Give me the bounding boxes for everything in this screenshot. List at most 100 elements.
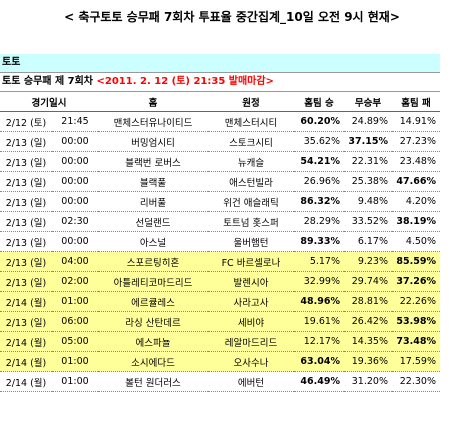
time: 02:30 (52, 211, 98, 232)
vote-rate: 22.31% (344, 151, 392, 172)
home-team: 블랙번 로버스 (98, 151, 208, 172)
column-header: 무승부 (344, 92, 392, 112)
away-team: 애스턴빌라 (208, 171, 294, 192)
home-team: 아틀레티코마드리드 (98, 271, 208, 292)
table-row: 2/14 (월) 05:00 에스파뇰 레알마드리드 12.17% 14.35% 73.48… (0, 331, 440, 352)
date: 2/13 (일) (0, 231, 52, 252)
vote-rate: 14.35% (344, 331, 392, 352)
vote-rate: 37.15% (344, 131, 392, 152)
away-team: 세비야 (208, 311, 294, 332)
vote-rate: 26.96% (294, 171, 344, 192)
vote-rate: 17.59% (392, 351, 440, 372)
column-header: 홈팀 승 (294, 92, 344, 112)
home-team: 버밍엄시티 (98, 131, 208, 152)
vote-rate: 22.26% (392, 291, 440, 312)
table-row: 2/14 (월) 01:00 에르큘레스 사라고사 48.96% 28.81% 22.26% (0, 291, 440, 312)
home-team: 에르큘레스 (98, 291, 208, 312)
vote-rate: 19.61% (294, 311, 344, 332)
vote-rate: 33.52% (344, 211, 392, 232)
time: 00:00 (52, 131, 98, 152)
time: 01:00 (52, 351, 98, 372)
vote-rate: 4.20% (392, 191, 440, 212)
vote-rate: 47.66% (392, 171, 440, 192)
home-team: 블랙풀 (98, 171, 208, 192)
away-team: 토트넘 홋스퍼 (208, 211, 294, 232)
vote-rate: 32.99% (294, 271, 344, 292)
away-team: FC 바르셀로나 (208, 251, 294, 272)
sheet: 토토 토토 승무패 제 7회차 <2011. 2. 12 (토) 21:35 발… (0, 54, 440, 392)
date: 2/14 (월) (0, 331, 52, 352)
vote-rate: 63.04% (294, 351, 344, 372)
home-team: 아스널 (98, 231, 208, 252)
time: 01:00 (52, 371, 98, 392)
vote-rate: 9.48% (344, 191, 392, 212)
away-team: 맨체스터시티 (208, 111, 294, 132)
table-row: 2/13 (일) 04:00 스포르팅히혼 FC 바르셀로나 5.17% 9.23% 85.… (0, 251, 440, 272)
section-bar: 토토 (0, 54, 440, 73)
time: 00:00 (52, 231, 98, 252)
column-header: 홈 (98, 92, 208, 112)
away-team: 울버햄턴 (208, 231, 294, 252)
away-team: 에버턴 (208, 371, 294, 392)
vote-rate: 73.48% (392, 331, 440, 352)
time: 02:00 (52, 271, 98, 292)
time: 21:45 (52, 111, 98, 132)
date: 2/13 (일) (0, 311, 52, 332)
round-label: 토토 승무패 제 7회차 (2, 76, 94, 87)
header-row: 경기일시 홈 원정 홈팀 승 무승부 홈팀 패 (0, 92, 440, 112)
deadline: <2011. 2. 12 (토) 21:35 발매마감> (96, 76, 274, 87)
vote-rate: 48.96% (294, 291, 344, 312)
date: 2/13 (일) (0, 251, 52, 272)
home-team: 리버풀 (98, 191, 208, 212)
date: 2/14 (월) (0, 371, 52, 392)
table-row: 2/14 (월) 01:00 소시에다드 오사수나 63.04% 19.36% 17.59% (0, 351, 440, 372)
date: 2/13 (일) (0, 171, 52, 192)
time: 06:00 (52, 311, 98, 332)
vote-rate: 9.23% (344, 251, 392, 272)
vote-rate: 28.29% (294, 211, 344, 232)
vote-rate: 6.17% (344, 231, 392, 252)
home-team: 라싱 산탄데르 (98, 311, 208, 332)
vote-rate: 24.89% (344, 111, 392, 132)
column-header: 홈팀 패 (392, 92, 440, 112)
vote-rate: 35.62% (294, 131, 344, 152)
vote-rate: 31.20% (344, 371, 392, 392)
vote-rate: 23.48% (392, 151, 440, 172)
away-team: 뉴캐슬 (208, 151, 294, 172)
table-row: 2/13 (일) 00:00 아스널 울버햄턴 89.33% 6.17% 4.50% (0, 231, 440, 252)
away-team: 위건 애슬래틱 (208, 191, 294, 212)
time: 05:00 (52, 331, 98, 352)
table-row: 2/13 (일) 00:00 버밍엄시티 스토크시티 35.62% 37.15% 27.23… (0, 131, 440, 152)
time: 04:00 (52, 251, 98, 272)
vote-rate: 60.20% (294, 111, 344, 132)
home-team: 스포르팅히혼 (98, 251, 208, 272)
date: 2/13 (일) (0, 151, 52, 172)
home-team: 볼턴 원더러스 (98, 371, 208, 392)
vote-rate: 19.36% (344, 351, 392, 372)
vote-rate: 85.59% (392, 251, 440, 272)
away-team: 스토크시티 (208, 131, 294, 152)
vote-rate: 27.23% (392, 131, 440, 152)
date: 2/14 (월) (0, 351, 52, 372)
vote-rate: 86.32% (294, 191, 344, 212)
vote-rate: 53.98% (392, 311, 440, 332)
vote-rate: 46.49% (294, 371, 344, 392)
table-row: 2/13 (일) 06:00 라싱 산탄데르 세비야 19.61% 26.42% 53.98… (0, 311, 440, 332)
vote-rate: 29.74% (344, 271, 392, 292)
vote-rate: 22.30% (392, 371, 440, 392)
time: 00:00 (52, 171, 98, 192)
vote-rate: 37.26% (392, 271, 440, 292)
table-row: 2/13 (일) 00:00 블랙번 로버스 뉴캐슬 54.21% 22.31% 23.48… (0, 151, 440, 172)
home-team: 소시에다드 (98, 351, 208, 372)
vote-rate: 89.33% (294, 231, 344, 252)
away-team: 레알마드리드 (208, 331, 294, 352)
table-row: 2/13 (일) 00:00 리버풀 위건 애슬래틱 86.32% 9.48% 4.20% (0, 191, 440, 212)
column-header: 경기일시 (0, 92, 98, 112)
column-header: 원정 (208, 92, 294, 112)
time: 01:00 (52, 291, 98, 312)
vote-rate: 38.19% (392, 211, 440, 232)
vote-rate: 14.91% (392, 111, 440, 132)
date: 2/13 (일) (0, 211, 52, 232)
table: 경기일시 홈 원정 홈팀 승 무승부 홈팀 패 2/12 (토) 21:45 맨체스터유나이티… (0, 92, 440, 392)
